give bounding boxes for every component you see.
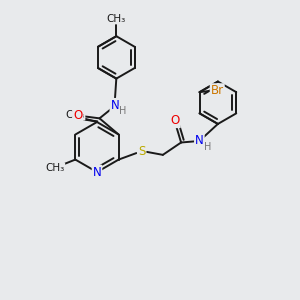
Text: O: O — [73, 110, 83, 122]
Text: S: S — [138, 145, 145, 158]
Text: CH₃: CH₃ — [107, 14, 126, 23]
Text: H: H — [204, 142, 211, 152]
Text: O: O — [171, 114, 180, 127]
Text: Br: Br — [211, 84, 224, 97]
Text: N: N — [93, 166, 101, 178]
Text: N: N — [195, 134, 204, 147]
Text: CH₃: CH₃ — [65, 110, 85, 120]
Text: N: N — [110, 99, 119, 112]
Text: H: H — [119, 106, 127, 116]
Text: CH₃: CH₃ — [45, 164, 64, 173]
